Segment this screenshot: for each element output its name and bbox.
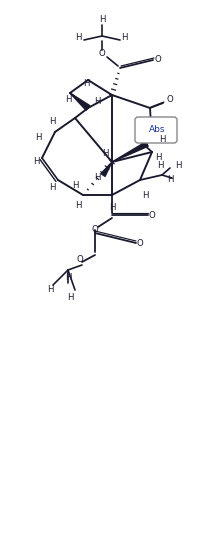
- Text: O: O: [99, 50, 105, 59]
- Text: O: O: [155, 55, 161, 64]
- Text: H: H: [67, 293, 73, 302]
- Text: H: H: [65, 95, 71, 104]
- Text: Abs: Abs: [149, 125, 165, 134]
- Text: H: H: [109, 203, 115, 212]
- Text: O: O: [77, 255, 83, 264]
- Text: H: H: [102, 149, 108, 157]
- Text: H: H: [94, 98, 100, 107]
- Text: H: H: [94, 174, 100, 182]
- Text: H: H: [49, 117, 55, 126]
- Text: H: H: [157, 160, 163, 169]
- Text: H: H: [33, 157, 39, 166]
- Text: O: O: [149, 211, 155, 220]
- Text: H: H: [142, 190, 148, 199]
- Text: H: H: [47, 286, 53, 295]
- Text: H: H: [175, 160, 181, 169]
- Polygon shape: [101, 162, 112, 176]
- Text: H: H: [65, 273, 71, 282]
- Text: H: H: [167, 175, 173, 184]
- Text: H: H: [75, 33, 81, 42]
- Text: H: H: [83, 78, 89, 87]
- Text: O: O: [92, 225, 98, 235]
- Text: H: H: [121, 33, 127, 42]
- Text: H: H: [75, 200, 81, 209]
- Text: O: O: [167, 95, 173, 104]
- Text: H: H: [35, 133, 41, 142]
- Text: H: H: [99, 15, 105, 25]
- Text: H: H: [159, 135, 165, 144]
- FancyBboxPatch shape: [135, 117, 177, 143]
- Text: H: H: [49, 182, 55, 191]
- Text: H: H: [72, 181, 78, 190]
- Text: H: H: [155, 154, 161, 163]
- Polygon shape: [112, 142, 148, 162]
- Polygon shape: [70, 93, 90, 110]
- Text: O: O: [137, 238, 143, 247]
